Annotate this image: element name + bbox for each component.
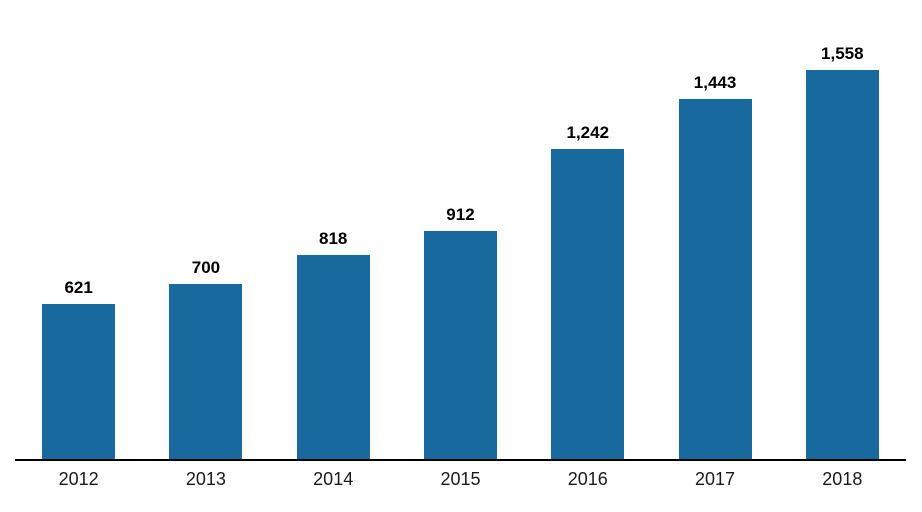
bar-value-label: 1,443 (693, 73, 737, 93)
bar-group: 1,443 (651, 0, 778, 459)
bar (42, 304, 116, 459)
x-axis: 2012 2013 2014 2015 2016 2017 2018 (15, 461, 906, 490)
bar-group: 912 (397, 0, 524, 459)
bar-group: 621 (15, 0, 142, 459)
bar-group: 1,558 (779, 0, 906, 459)
plot-area: 621 700 818 912 1,242 1,443 1,558 (15, 0, 906, 461)
x-axis-label: 2014 (313, 469, 354, 489)
bar-group: 818 (270, 0, 397, 459)
bar-value-label: 621 (64, 278, 93, 298)
bar-value-label: 818 (319, 229, 348, 249)
x-axis-label: 2012 (58, 469, 99, 489)
bar (296, 255, 370, 459)
bar (678, 99, 752, 459)
bar-value-label: 1,558 (821, 44, 864, 64)
x-axis-label: 2017 (695, 469, 736, 489)
bar-value-label: 912 (446, 205, 475, 225)
x-axis-label: 2018 (822, 469, 863, 489)
bar-value-label: 700 (191, 258, 221, 278)
x-axis-label: 2013 (185, 469, 226, 489)
bar (169, 284, 243, 459)
x-axis-label: 2016 (567, 469, 608, 489)
bar-value-label: 1,242 (566, 123, 610, 143)
bar-group: 700 (142, 0, 269, 459)
bar-group: 1,242 (524, 0, 651, 459)
x-axis-label: 2015 (440, 469, 481, 489)
bar (551, 149, 625, 459)
bar (805, 70, 879, 459)
bar (423, 231, 497, 459)
